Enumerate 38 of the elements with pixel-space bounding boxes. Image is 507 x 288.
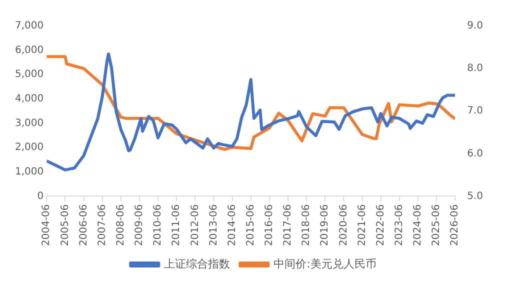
x-tick-label: 2016-06 — [264, 204, 276, 246]
x-tick-label: 2021-06 — [356, 204, 368, 246]
x-tick-label: 2010-06 — [152, 204, 164, 246]
y2-tick-label: 6.0 — [467, 148, 484, 160]
x-tick-label: 2026-06 — [450, 204, 461, 246]
x-tick-label: 2024-06 — [412, 204, 424, 246]
y-tick-label: 5,000 — [14, 69, 44, 80]
y-tick-label: 1,000 — [14, 166, 44, 178]
y-tick-label: 7,000 — [14, 20, 44, 32]
x-tick-label: 2017-06 — [282, 204, 294, 246]
x-tick-label: 2018-06 — [301, 204, 312, 246]
x-tick-label: 2015-06 — [245, 204, 256, 246]
x-tick-label: 2012-06 — [190, 204, 201, 246]
legend-label: 中间价:美元兑人民币 — [274, 257, 376, 270]
y-tick-label: 4,000 — [14, 94, 44, 105]
legend-label: 上证综合指数 — [164, 257, 230, 270]
x-tick-label: 2008-06 — [115, 204, 126, 246]
y2-tick-label: 8.0 — [467, 63, 484, 74]
x-tick-label: 2011-06 — [171, 204, 182, 246]
x-tick-label: 2025-06 — [431, 204, 442, 246]
x-tick-label: 2009-06 — [134, 204, 146, 246]
x-tick-label: 2023-06 — [394, 204, 405, 246]
y-tick-label: 2,000 — [14, 142, 44, 154]
x-tick-label: 2006-06 — [78, 204, 90, 246]
y-tick-label: 6,000 — [14, 44, 44, 56]
y2-tick-label: 9.0 — [467, 20, 484, 32]
y2-tick-label: 7.0 — [467, 106, 484, 117]
x-tick-label: 2014-06 — [226, 204, 238, 246]
y-tick-label: 0 — [37, 190, 44, 202]
x-tick-label: 2013-06 — [208, 204, 220, 246]
x-tick-label: 2019-06 — [320, 204, 331, 246]
x-tick-label: 2022-06 — [375, 204, 386, 246]
x-tick-label: 2007-06 — [96, 204, 108, 246]
x-tick-label: 2005-06 — [60, 204, 71, 246]
y-tick-label: 3,000 — [14, 118, 44, 129]
x-tick-label: 2004-06 — [41, 204, 52, 246]
y2-tick-label: 5.0 — [467, 190, 484, 202]
x-tick-label: 2020-06 — [338, 204, 350, 246]
